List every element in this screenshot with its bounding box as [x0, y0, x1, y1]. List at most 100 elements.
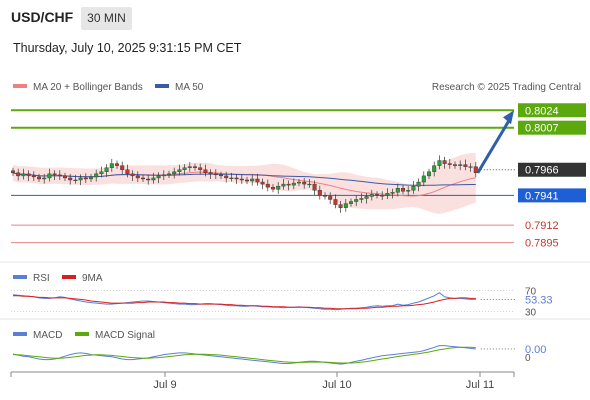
x-axis: Jul 9 Jul 10 Jul 11 — [10, 371, 515, 391]
candle-body — [297, 181, 302, 184]
candle-body — [312, 183, 317, 191]
rsi-legend: RSI 9MA — [13, 273, 103, 284]
candle-body — [42, 177, 47, 180]
candle-body — [447, 163, 452, 165]
level-badge-0.8007 — [518, 120, 586, 135]
candle-body — [182, 167, 187, 170]
candle-body — [442, 160, 447, 164]
candle-body — [291, 182, 296, 186]
chart-header: USD/CHF 30 MIN Thursday, July 10, 2025 9… — [0, 0, 590, 70]
level-label-0.8007: 0.8007 — [525, 123, 559, 135]
candle-body — [354, 199, 359, 202]
macd-signal-legend-swatch — [75, 332, 89, 336]
candle-body — [26, 173, 31, 177]
credit-label: Research © 2025 Trading Central — [432, 82, 581, 93]
price-labels: 0.8024 0.8007 0.7941 0.7912 0.7895 0.7966 — [480, 103, 586, 250]
candle-body — [31, 175, 36, 178]
candle-body — [453, 164, 458, 166]
rsi-legend-swatch — [13, 275, 27, 279]
candle-body — [369, 194, 374, 197]
price-levels — [11, 109, 514, 244]
candle-body — [83, 177, 88, 180]
timeframe-button[interactable]: 30 MIN — [81, 7, 132, 30]
rsi-tick-label: 30 — [525, 307, 537, 318]
macd-legend-label: MACD — [33, 330, 62, 341]
candle-body — [281, 183, 286, 187]
candle-body — [302, 181, 307, 185]
candle-body — [198, 167, 203, 170]
candle-body — [99, 171, 104, 175]
ma20-legend-label: MA 20 + Bollinger Bands — [33, 82, 143, 93]
rsi-tick-label: 70 — [525, 287, 537, 298]
macd-last-value: 0.00 — [525, 344, 546, 356]
candle-body — [323, 195, 328, 197]
candle-body — [364, 196, 369, 199]
candle-body — [432, 165, 437, 172]
candle-body — [37, 176, 42, 180]
candle-body — [260, 181, 265, 185]
candle-body — [458, 164, 463, 166]
level-label-0.8024: 0.8024 — [525, 105, 559, 117]
candle-body — [21, 173, 26, 177]
candle-body — [146, 178, 151, 181]
ma50-legend-swatch — [155, 84, 169, 88]
candle-body — [166, 173, 171, 176]
symbol-title: USD/CHF — [11, 9, 74, 25]
ma50-legend-label: MA 50 — [175, 82, 204, 93]
candle-body — [328, 196, 333, 200]
candle-body — [276, 185, 281, 190]
ma20-legend-swatch — [13, 84, 27, 88]
candle-body — [10, 170, 15, 174]
forecast-arrow-shaft — [476, 116, 513, 174]
candle-body — [401, 188, 406, 192]
candle-body — [151, 177, 156, 181]
last-price-badge — [518, 162, 586, 177]
macd-legend: MACD MACD Signal — [13, 330, 155, 341]
forecast-arrow-head — [503, 110, 514, 125]
candle-body — [271, 186, 276, 190]
candle-body — [468, 166, 473, 168]
candle-body — [416, 181, 421, 187]
candle-body — [406, 190, 411, 192]
level-label-0.7941: 0.7941 — [525, 190, 559, 202]
candle-body — [104, 167, 109, 172]
candle-body — [94, 173, 99, 178]
candle-body — [473, 166, 478, 174]
forecast-arrow — [476, 110, 514, 174]
rsi-last-value: 53.33 — [525, 294, 553, 306]
level-label-0.7912: 0.7912 — [525, 220, 559, 232]
candle-body — [192, 166, 197, 168]
candle-body — [307, 183, 312, 186]
candle-body — [213, 173, 218, 176]
main-legend: MA 20 + Bollinger Bands MA 50 Research ©… — [13, 82, 581, 93]
candle-body — [130, 173, 135, 177]
bollinger-band-area — [13, 152, 476, 214]
candle-body — [140, 177, 145, 180]
macd-zero-tick: 0 — [525, 353, 531, 364]
candle-body — [203, 169, 208, 174]
candle-body — [333, 199, 338, 205]
candle-body — [390, 192, 395, 194]
candle-body — [375, 194, 380, 196]
candle-body — [68, 177, 73, 181]
candle-body — [224, 175, 229, 179]
candle-body — [286, 183, 291, 186]
candle-body — [437, 160, 442, 166]
candle-body — [385, 193, 390, 196]
candle-body — [359, 198, 364, 200]
candle-body — [172, 171, 177, 175]
candle-body — [47, 173, 52, 179]
macd-panel: 00.00 — [12, 344, 546, 365]
candle-body — [78, 177, 83, 181]
candle-body — [343, 203, 348, 208]
candle-body — [63, 175, 68, 179]
candle-body — [255, 178, 260, 183]
macd-line — [12, 345, 476, 365]
candle-body — [73, 179, 78, 182]
candle-body — [421, 175, 426, 183]
macd-signal-line — [12, 346, 476, 364]
candle-body — [234, 177, 239, 180]
level-label-0.7895: 0.7895 — [525, 238, 559, 250]
candle-body — [208, 172, 213, 175]
